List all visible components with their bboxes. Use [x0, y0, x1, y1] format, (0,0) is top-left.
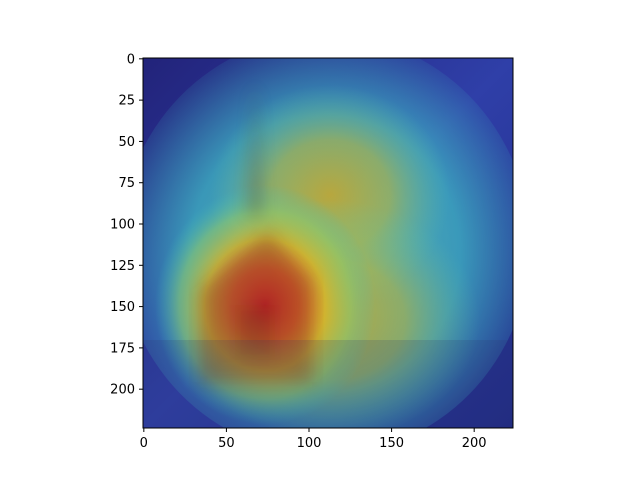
y-tick-label: 0 [127, 52, 135, 67]
heatmap-image [143, 58, 513, 428]
x-tick-label: 50 [218, 436, 235, 451]
x-tick-label: 0 [140, 436, 148, 451]
y-tick-label: 125 [110, 259, 135, 274]
x-tick-label: 100 [297, 436, 322, 451]
plot-frame [142, 57, 514, 429]
y-tick-label: 50 [118, 135, 135, 150]
x-axis: 0 50 100 150 200 [140, 428, 487, 451]
building-silhouette [200, 82, 312, 382]
y-axis: 0 25 50 75 100 125 150 175 200 [110, 52, 143, 398]
y-tick-label: 75 [118, 176, 135, 191]
y-tick-label: 25 [118, 94, 135, 109]
y-tick-label: 200 [110, 383, 135, 398]
y-tick-label: 150 [110, 300, 135, 315]
x-tick-label: 150 [379, 436, 404, 451]
x-tick-label: 200 [462, 436, 487, 451]
y-tick-label: 175 [110, 341, 135, 356]
y-tick-label: 100 [110, 218, 135, 233]
